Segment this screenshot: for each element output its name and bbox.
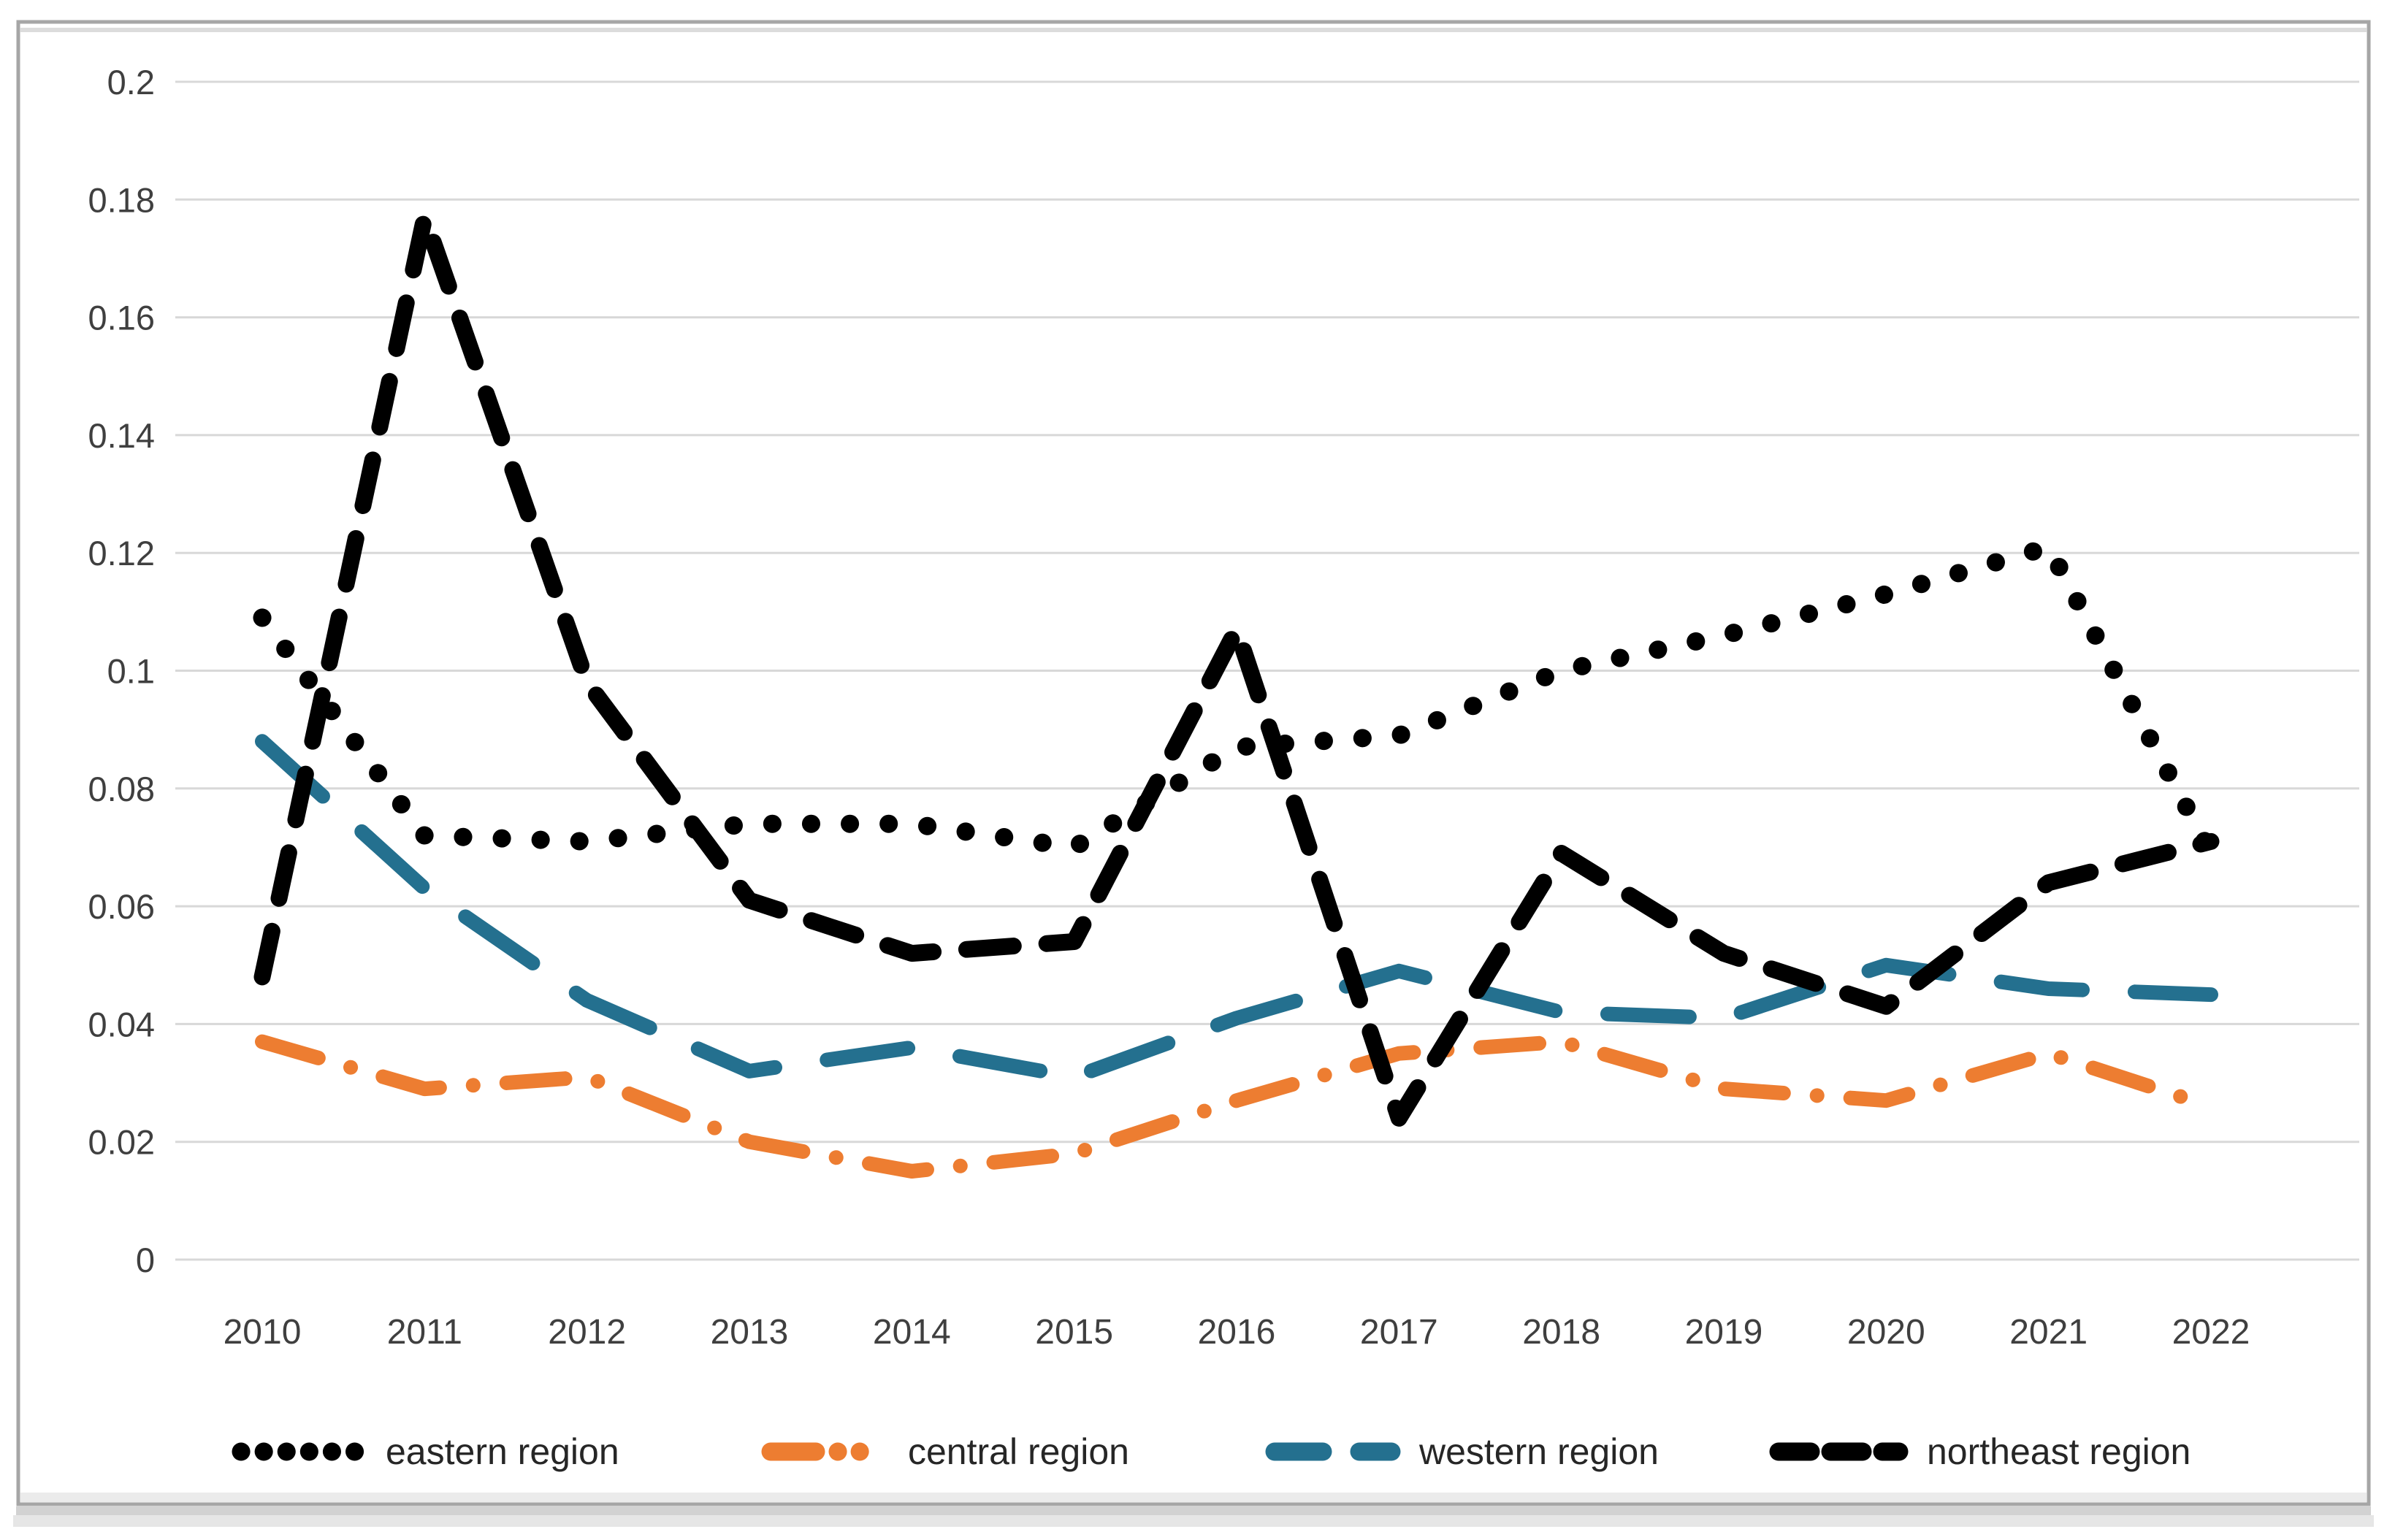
- y-tick-label: 0.1: [107, 652, 155, 691]
- legend-item: northeast region: [1769, 1431, 2191, 1472]
- x-tick-label: 2019: [1685, 1313, 1763, 1352]
- x-tick-label: 2012: [548, 1313, 626, 1352]
- y-tick-label: 0.16: [88, 299, 155, 337]
- y-tick-label: 0.02: [88, 1123, 155, 1162]
- x-tick-label: 2016: [1198, 1313, 1276, 1352]
- y-tick-label: 0.18: [88, 180, 155, 219]
- series-line-eastern-region: [253, 537, 2220, 862]
- legend-label: northeast region: [1927, 1431, 2191, 1472]
- frame-shadow-light: [13, 1515, 2374, 1527]
- legend-item: eastern region: [232, 1431, 619, 1472]
- legend-item: western region: [1265, 1431, 1659, 1472]
- y-tick-label: 0.2: [107, 63, 155, 101]
- x-tick-label: 2017: [1360, 1313, 1438, 1352]
- x-tick-label: 2018: [1522, 1313, 1600, 1352]
- series-line-central-region: [255, 1034, 2218, 1179]
- x-tick-label: 2015: [1035, 1313, 1113, 1352]
- legend-label: central region: [908, 1431, 1129, 1472]
- x-tick-label: 2020: [1847, 1313, 1925, 1352]
- y-tick-label: 0.04: [88, 1005, 155, 1043]
- legend-label: eastern region: [386, 1431, 619, 1472]
- legend-item: central region: [761, 1431, 1129, 1472]
- series-line-western-region: [255, 734, 2218, 1084]
- legend-label: western region: [1418, 1431, 1659, 1472]
- x-tick-label: 2014: [873, 1313, 951, 1352]
- x-tick-label: 2013: [711, 1313, 789, 1352]
- frame-top-highlight: [20, 28, 2367, 32]
- x-tick-label: 2022: [2172, 1313, 2250, 1352]
- y-tick-label: 0.12: [88, 534, 155, 572]
- y-tick-label: 0.06: [88, 887, 155, 926]
- x-tick-label: 2021: [2009, 1313, 2088, 1352]
- y-tick-label: 0: [136, 1241, 155, 1279]
- series-line-northeast-region: [253, 209, 2220, 1127]
- x-tick-label: 2010: [224, 1313, 302, 1352]
- y-tick-label: 0.08: [88, 770, 155, 808]
- chart-frame: [16, 20, 2371, 1506]
- y-tick-label: 0.14: [88, 416, 155, 455]
- frame-shadow-dark: [16, 1506, 2371, 1515]
- frame-bottom-inner-band: [20, 1493, 2367, 1502]
- x-tick-label: 2011: [387, 1313, 462, 1352]
